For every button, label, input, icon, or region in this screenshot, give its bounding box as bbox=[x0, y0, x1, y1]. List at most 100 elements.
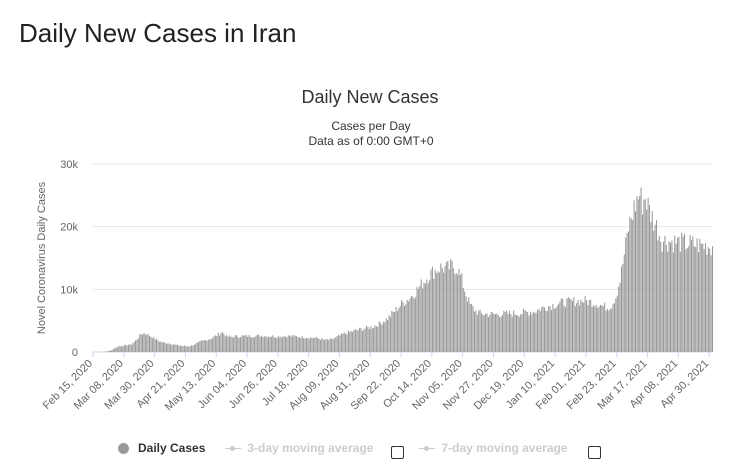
daily-cases-bar[interactable] bbox=[144, 334, 146, 352]
daily-cases-bar[interactable] bbox=[598, 306, 600, 352]
daily-cases-bar[interactable] bbox=[114, 348, 116, 352]
daily-cases-bar[interactable] bbox=[564, 307, 566, 352]
daily-cases-bar[interactable] bbox=[560, 298, 562, 352]
daily-cases-bar[interactable] bbox=[503, 310, 505, 352]
daily-cases-bar[interactable] bbox=[486, 313, 488, 352]
daily-cases-bar[interactable] bbox=[370, 326, 372, 352]
daily-cases-bar[interactable] bbox=[514, 314, 516, 352]
daily-cases-bar[interactable] bbox=[592, 305, 595, 352]
daily-cases-bar[interactable] bbox=[472, 306, 474, 352]
daily-cases-bar[interactable] bbox=[282, 337, 284, 352]
daily-cases-bar[interactable] bbox=[122, 346, 124, 352]
daily-cases-bar[interactable] bbox=[315, 336, 317, 352]
daily-cases-bar[interactable] bbox=[255, 335, 257, 352]
daily-cases-bar[interactable] bbox=[191, 345, 193, 352]
daily-cases-bar[interactable] bbox=[354, 329, 356, 352]
daily-cases-bar[interactable] bbox=[283, 336, 285, 352]
daily-cases-bar[interactable] bbox=[279, 337, 281, 352]
daily-cases-bar[interactable] bbox=[294, 335, 296, 352]
daily-cases-bar[interactable] bbox=[280, 336, 282, 352]
daily-cases-bar[interactable] bbox=[506, 310, 508, 352]
daily-cases-bar[interactable] bbox=[153, 336, 155, 352]
daily-cases-bar[interactable] bbox=[436, 272, 438, 352]
daily-cases-bar[interactable] bbox=[521, 314, 523, 352]
daily-cases-bar[interactable] bbox=[507, 314, 509, 352]
daily-cases-bar[interactable] bbox=[698, 252, 700, 352]
daily-cases-bar[interactable] bbox=[440, 263, 442, 352]
daily-cases-bar[interactable] bbox=[371, 328, 373, 352]
daily-cases-bar[interactable] bbox=[227, 336, 229, 352]
daily-cases-bar[interactable] bbox=[231, 336, 233, 352]
daily-cases-bar[interactable] bbox=[375, 326, 377, 352]
daily-cases-bar[interactable] bbox=[695, 247, 697, 352]
daily-cases-bar[interactable] bbox=[548, 306, 550, 352]
daily-cases-bar[interactable] bbox=[380, 323, 382, 352]
daily-cases-bar[interactable] bbox=[508, 310, 510, 352]
daily-cases-bar[interactable] bbox=[464, 291, 466, 352]
daily-cases-bar[interactable] bbox=[207, 339, 209, 352]
daily-cases-bar[interactable] bbox=[499, 317, 501, 352]
daily-cases-bar[interactable] bbox=[115, 347, 117, 352]
daily-cases-bar[interactable] bbox=[168, 343, 170, 352]
daily-cases-bar[interactable] bbox=[160, 341, 162, 352]
daily-cases-bar[interactable] bbox=[419, 285, 421, 352]
daily-cases-bar[interactable] bbox=[290, 335, 292, 352]
daily-cases-bar[interactable] bbox=[382, 321, 384, 352]
daily-cases-bar[interactable] bbox=[699, 238, 701, 352]
daily-cases-bar[interactable] bbox=[167, 343, 169, 352]
daily-cases-bar[interactable] bbox=[415, 297, 417, 352]
daily-cases-bar[interactable] bbox=[198, 341, 200, 352]
daily-cases-bar[interactable] bbox=[136, 339, 138, 352]
daily-cases-bar[interactable] bbox=[297, 337, 299, 352]
daily-cases-bar[interactable] bbox=[511, 316, 513, 352]
daily-cases-bar[interactable] bbox=[672, 252, 674, 352]
daily-cases-bar[interactable] bbox=[587, 304, 589, 352]
daily-cases-bar[interactable] bbox=[181, 345, 183, 352]
daily-cases-bar[interactable] bbox=[174, 344, 176, 352]
daily-cases-bar[interactable] bbox=[653, 230, 655, 352]
daily-cases-bar[interactable] bbox=[150, 336, 152, 352]
daily-cases-bar[interactable] bbox=[430, 269, 432, 352]
daily-cases-bar[interactable] bbox=[602, 306, 604, 352]
daily-cases-bar[interactable] bbox=[454, 274, 456, 352]
daily-cases-bar[interactable] bbox=[577, 299, 579, 352]
daily-cases-bar[interactable] bbox=[305, 338, 307, 352]
daily-cases-bar[interactable] bbox=[480, 312, 482, 352]
daily-cases-bar[interactable] bbox=[500, 316, 502, 352]
daily-cases-bar[interactable] bbox=[111, 350, 113, 352]
daily-cases-bar[interactable] bbox=[247, 336, 249, 352]
daily-cases-bar[interactable] bbox=[118, 346, 120, 352]
daily-cases-bar[interactable] bbox=[683, 233, 686, 352]
daily-cases-bar[interactable] bbox=[549, 306, 551, 352]
daily-cases-bar[interactable] bbox=[357, 330, 359, 352]
daily-cases-bar[interactable] bbox=[625, 237, 627, 352]
daily-cases-bar[interactable] bbox=[234, 335, 236, 352]
daily-cases-bar[interactable] bbox=[213, 336, 215, 352]
daily-cases-bar[interactable] bbox=[308, 338, 310, 352]
daily-cases-bar[interactable] bbox=[301, 335, 303, 352]
daily-cases-bar[interactable] bbox=[457, 274, 459, 352]
daily-cases-bar[interactable] bbox=[576, 303, 578, 352]
daily-cases-bar[interactable] bbox=[550, 310, 552, 352]
daily-cases-bar[interactable] bbox=[667, 251, 669, 352]
daily-cases-bar[interactable] bbox=[360, 328, 362, 352]
daily-cases-bar[interactable] bbox=[165, 343, 167, 352]
daily-cases-bar[interactable] bbox=[251, 337, 253, 352]
daily-cases-bar[interactable] bbox=[317, 338, 319, 352]
daily-cases-bar[interactable] bbox=[562, 298, 564, 352]
daily-cases-bar[interactable] bbox=[339, 335, 341, 352]
daily-cases-bar[interactable] bbox=[303, 338, 305, 352]
daily-cases-bar[interactable] bbox=[574, 306, 576, 352]
daily-cases-bar[interactable] bbox=[214, 335, 216, 352]
daily-cases-bar[interactable] bbox=[326, 339, 328, 352]
daily-cases-bar[interactable] bbox=[646, 209, 648, 352]
daily-cases-bar[interactable] bbox=[230, 336, 232, 352]
daily-cases-bar[interactable] bbox=[266, 337, 268, 352]
daily-cases-bar[interactable] bbox=[615, 298, 617, 352]
daily-cases-bar[interactable] bbox=[395, 306, 397, 352]
daily-cases-bar[interactable] bbox=[651, 210, 653, 352]
daily-cases-bar[interactable] bbox=[132, 343, 134, 352]
daily-cases-bar[interactable] bbox=[478, 310, 480, 352]
daily-cases-bar[interactable] bbox=[633, 200, 635, 352]
daily-cases-bar[interactable] bbox=[325, 338, 327, 352]
